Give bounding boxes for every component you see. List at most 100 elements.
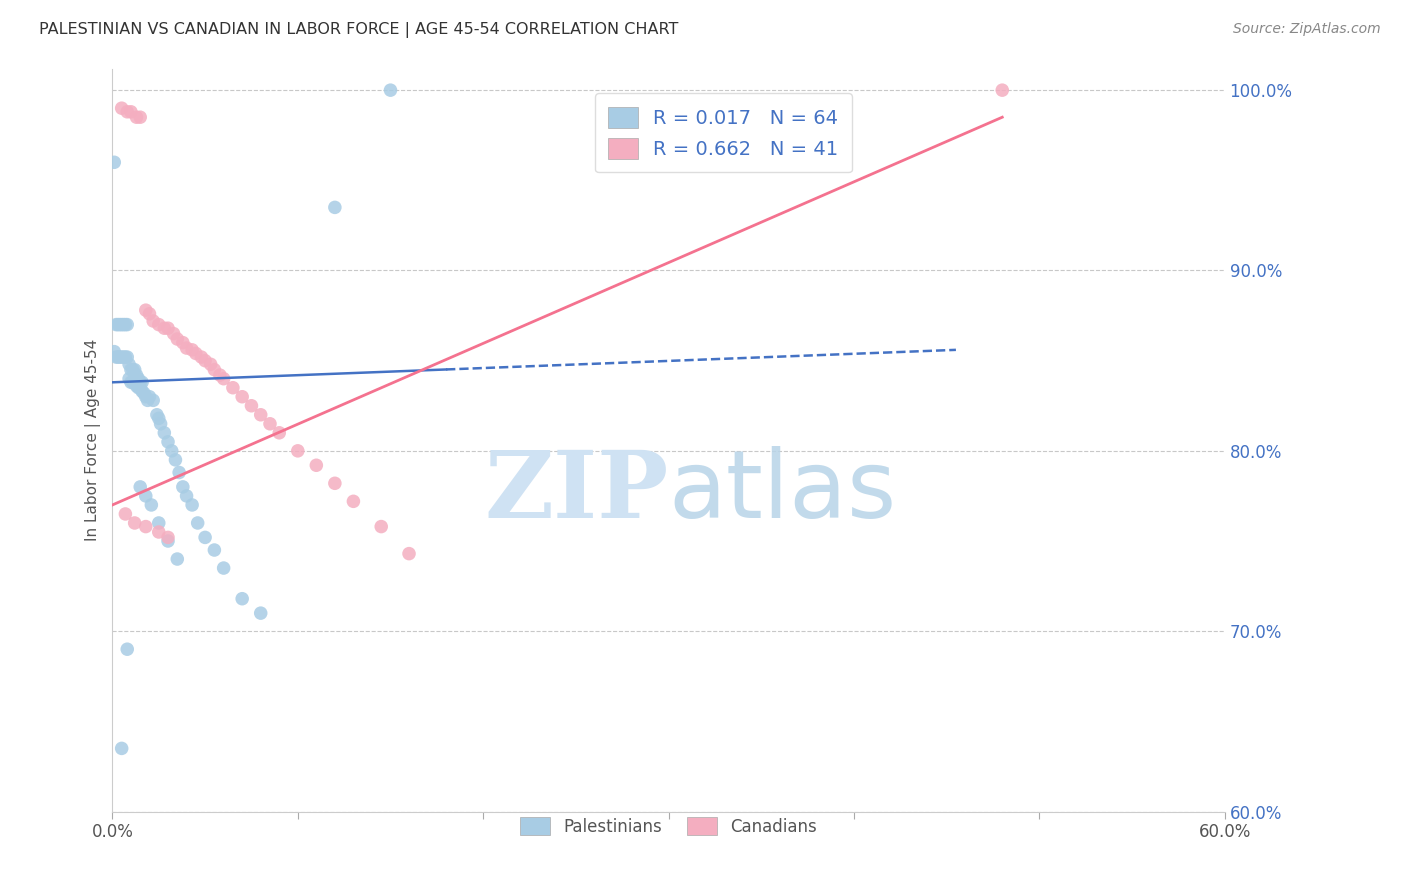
Point <box>138 390 160 404</box>
Point <box>167 466 190 480</box>
Point <box>176 341 198 355</box>
Point <box>181 498 204 512</box>
Point <box>115 104 138 119</box>
Point <box>132 386 155 401</box>
Point <box>148 524 170 539</box>
Point <box>129 376 152 390</box>
Point <box>269 425 291 440</box>
Point <box>162 326 184 341</box>
Point <box>105 318 128 332</box>
Point <box>131 384 153 399</box>
Point <box>305 458 328 473</box>
Point <box>157 534 180 549</box>
Point <box>112 318 135 332</box>
Point <box>187 516 209 530</box>
Point <box>105 350 128 364</box>
Point <box>111 741 134 756</box>
Point <box>222 381 245 395</box>
Point <box>259 417 281 431</box>
Point <box>181 343 204 357</box>
Point <box>138 307 160 321</box>
Point <box>200 357 222 371</box>
Point <box>249 408 271 422</box>
Point <box>107 318 129 332</box>
Point <box>148 411 170 425</box>
Point <box>127 372 149 386</box>
Point <box>142 393 165 408</box>
Point <box>202 362 225 376</box>
Point <box>118 372 141 386</box>
Y-axis label: In Labor Force | Age 45-54: In Labor Force | Age 45-54 <box>86 339 101 541</box>
Point <box>125 110 148 124</box>
Point <box>135 519 157 533</box>
Point <box>135 489 157 503</box>
Point <box>172 335 194 350</box>
Point <box>231 390 253 404</box>
Point <box>103 155 125 169</box>
Point <box>153 321 176 335</box>
Point <box>323 200 346 214</box>
Point <box>160 443 183 458</box>
Point <box>135 303 157 318</box>
Point <box>125 379 148 393</box>
Point <box>287 443 309 458</box>
Point <box>112 350 135 364</box>
Point <box>115 318 138 332</box>
Point <box>114 350 136 364</box>
Point <box>108 318 131 332</box>
Point <box>208 368 231 383</box>
Point <box>190 350 212 364</box>
Point <box>129 480 152 494</box>
Point <box>184 346 207 360</box>
Point <box>111 101 134 115</box>
Point <box>157 321 180 335</box>
Point <box>115 642 138 657</box>
Point <box>131 376 153 390</box>
Point <box>370 519 392 533</box>
Point <box>148 318 170 332</box>
Point <box>111 350 134 364</box>
Text: atlas: atlas <box>669 446 897 538</box>
Legend: Palestinians, Canadians: Palestinians, Canadians <box>512 809 825 844</box>
Point <box>194 353 217 368</box>
Point <box>118 357 141 371</box>
Point <box>212 561 235 575</box>
Point <box>120 376 142 390</box>
Point <box>127 381 149 395</box>
Point <box>249 606 271 620</box>
Point <box>240 399 263 413</box>
Point <box>141 498 163 512</box>
Point <box>114 507 136 521</box>
Point <box>148 516 170 530</box>
Point <box>120 104 142 119</box>
Point <box>121 362 143 376</box>
Point <box>157 530 180 544</box>
Point <box>135 390 157 404</box>
Point <box>176 489 198 503</box>
Point <box>124 516 146 530</box>
Point <box>129 110 152 124</box>
Point <box>172 480 194 494</box>
Point <box>166 552 188 566</box>
Point <box>124 362 146 376</box>
Point <box>103 344 125 359</box>
Text: ZIP: ZIP <box>484 447 669 537</box>
Point <box>202 543 225 558</box>
Point <box>111 318 134 332</box>
Text: PALESTINIAN VS CANADIAN IN LABOR FORCE | AGE 45-54 CORRELATION CHART: PALESTINIAN VS CANADIAN IN LABOR FORCE |… <box>39 22 679 38</box>
Point <box>166 332 188 346</box>
Point <box>142 314 165 328</box>
Point <box>398 547 420 561</box>
Point <box>108 350 131 364</box>
Point <box>115 350 138 364</box>
Point <box>194 530 217 544</box>
Point <box>149 417 172 431</box>
Point <box>157 434 180 449</box>
Point <box>107 350 129 364</box>
Point <box>136 393 159 408</box>
Point <box>991 83 1014 97</box>
Point <box>146 408 169 422</box>
Point <box>342 494 364 508</box>
Point <box>121 376 143 390</box>
Point <box>323 476 346 491</box>
